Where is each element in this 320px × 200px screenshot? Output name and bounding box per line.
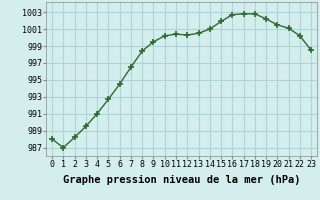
X-axis label: Graphe pression niveau de la mer (hPa): Graphe pression niveau de la mer (hPa)	[63, 175, 300, 185]
